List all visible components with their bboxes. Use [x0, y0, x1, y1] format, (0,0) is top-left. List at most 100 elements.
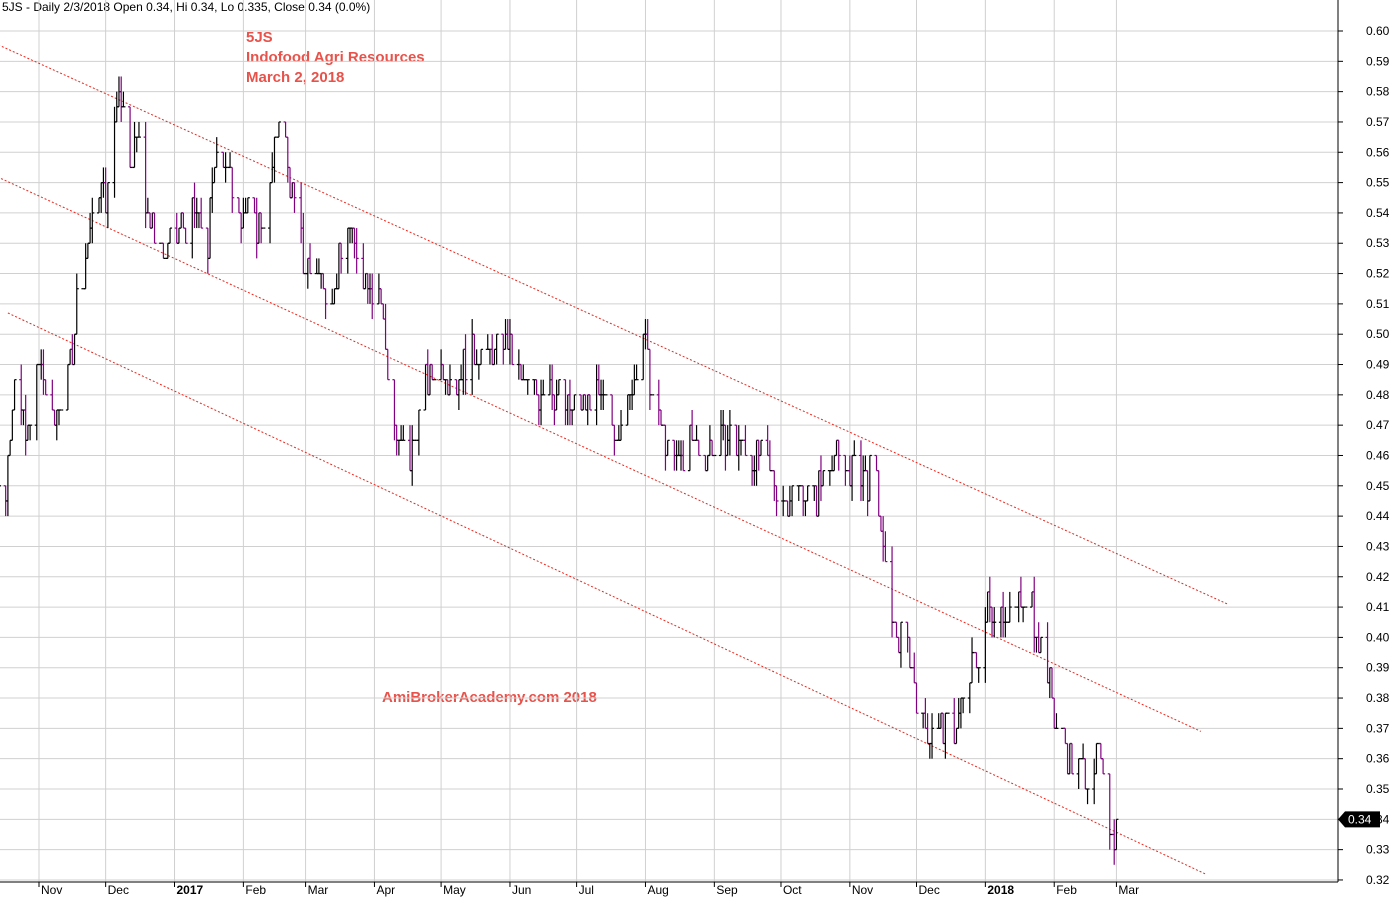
y-tick-label: 0.39: [1366, 661, 1390, 675]
ohlc-bar: [339, 242, 344, 274]
ohlc-bar: [361, 243, 366, 290]
ohlc-bar: [1007, 591, 1012, 623]
ohlc-bar: [136, 121, 141, 138]
y-tick-label: 0.50: [1366, 327, 1390, 341]
ohlc-bar: [199, 197, 204, 229]
ohlc-bar: [447, 364, 452, 396]
ohlc-bar: [954, 727, 959, 745]
ohlc-bar: [834, 439, 839, 457]
ohlc-bar: [425, 349, 430, 396]
ohlc-bar: [816, 470, 821, 517]
ohlc-bar: [583, 394, 588, 411]
ohlc-bar: [21, 409, 26, 426]
y-tick-label: 0.49: [1366, 358, 1390, 372]
ohlc-bar: [521, 364, 526, 381]
y-tick-label: 0.41: [1366, 600, 1390, 614]
ohlc-bar: [399, 425, 404, 441]
ohlc-bar: [236, 197, 241, 214]
ohlc-bar: [719, 410, 724, 457]
ohlc-bar: [865, 470, 870, 517]
y-tick-label: 0.60: [1366, 24, 1390, 38]
ohlc-bar: [96, 197, 101, 214]
y-tick-label: 0.46: [1366, 448, 1390, 462]
ohlc-bar: [818, 455, 823, 501]
x-tick-label: Nov: [41, 883, 62, 897]
y-tick-label: 0.36: [1366, 752, 1390, 766]
ohlc-bar: [12, 379, 17, 411]
ohlc-bar: [319, 272, 324, 289]
ohlc-bar: [441, 363, 446, 381]
ohlc-bar: [56, 409, 61, 426]
ohlc-bar: [1045, 622, 1050, 684]
ohlc-bar: [212, 166, 217, 184]
ohlc-bar: [210, 167, 215, 213]
ohlc-bar: [936, 713, 941, 729]
y-tick-label: 0.43: [1366, 539, 1390, 553]
ohlc-bar: [256, 212, 261, 244]
ohlc-bar: [883, 531, 888, 563]
ohlc-bar: [803, 500, 808, 517]
ohlc-bar: [43, 379, 48, 396]
ohlc-bar: [463, 334, 468, 395]
ohlc-bar: [634, 364, 639, 381]
ohlc-bar: [381, 303, 386, 320]
ohlc-bar: [1038, 636, 1043, 654]
ohlc-bar: [923, 698, 928, 729]
ohlc-bar: [150, 212, 155, 229]
ohlc-bar: [570, 409, 575, 426]
x-tick-label: Dec: [108, 883, 129, 897]
ohlc-bar: [208, 197, 213, 259]
chart-title-symbol: 5JS: [246, 29, 273, 46]
ohlc-bar: [796, 485, 801, 501]
ohlc-bar: [616, 425, 621, 441]
ohlc-bar: [970, 637, 975, 684]
ohlc-bar: [550, 364, 555, 410]
ohlc-bar: [565, 394, 570, 426]
ohlc-bar: [510, 333, 515, 366]
ohlc-bar: [423, 363, 428, 411]
trendlines: [0, 45, 1228, 875]
ohlc-bar: [70, 334, 75, 366]
ohlc-bar: [736, 425, 741, 471]
ohlc-bar: [363, 272, 368, 290]
ohlc-bar: [161, 242, 166, 259]
x-tick-label: 2017: [177, 883, 204, 897]
ohlc-bar: [176, 227, 181, 244]
ohlc-bar: [532, 379, 537, 395]
ohlc-bar: [243, 197, 248, 214]
ohlc-bar: [1098, 742, 1103, 760]
x-tick-label: Feb: [245, 883, 266, 897]
y-tick-label: 0.47: [1366, 418, 1390, 432]
ohlc-bar: [878, 515, 883, 532]
ohlc-bar: [507, 319, 512, 365]
ohlc-bar: [785, 500, 790, 517]
ohlc-bar: [254, 197, 259, 259]
ohlc-bar: [1001, 591, 1006, 638]
x-tick-label: Apr: [376, 883, 395, 897]
ohlc-bar: [710, 439, 715, 457]
ohlc-bar: [314, 258, 319, 275]
ohlc-bar: [610, 394, 615, 426]
ohlc-bar: [34, 363, 39, 441]
ohlc-bar: [145, 197, 150, 214]
ohlc-bar: [1018, 576, 1023, 608]
trendline: [7, 312, 1206, 875]
ohlc-bar: [181, 212, 186, 229]
ohlc-bar: [587, 394, 592, 411]
ohlc-bar: [492, 348, 497, 366]
ohlc-bar: [1092, 758, 1097, 805]
ohlc-bar: [348, 227, 353, 244]
ohlc-bar: [494, 333, 499, 365]
last-value-marker: [1338, 811, 1380, 828]
ohlc-bar: [938, 712, 943, 729]
ohlc-bar: [907, 636, 912, 669]
ohlc-bar: [723, 424, 728, 471]
y-tick-label: 0.55: [1366, 176, 1390, 190]
y-axis: 0.32 0.33 0.34 0.35 0.36 0.37 0.38 0.39 0.40 0.41…: [1337, 0, 1390, 887]
ohlc-bar: [1054, 713, 1059, 729]
ohlc-bar: [556, 379, 561, 396]
ohlc-bar: [656, 379, 661, 426]
ohlc-bar: [354, 228, 359, 274]
ohlc-bar: [179, 212, 184, 229]
